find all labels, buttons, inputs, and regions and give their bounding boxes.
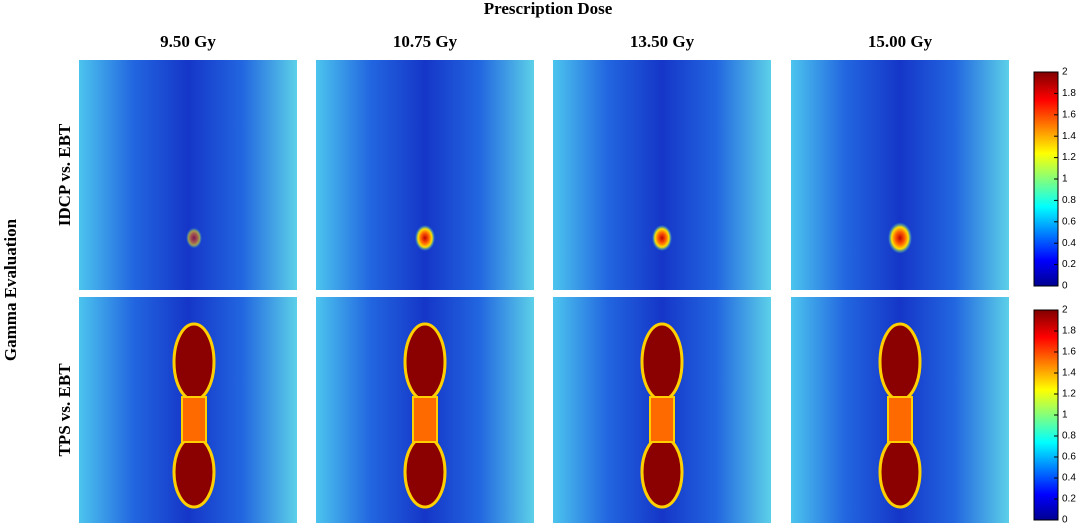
hotspot: [415, 225, 435, 251]
column-label: 13.50 Gy: [630, 32, 695, 51]
hotspot: [640, 322, 684, 402]
row-label: TPS vs. EBT: [55, 363, 74, 457]
hotspot-bridge: [649, 396, 675, 443]
colorbar-tick-label: 2: [1062, 305, 1068, 316]
hotspot: [888, 222, 912, 254]
colorbar-tick-label: 0.4: [1062, 238, 1076, 249]
hotspot: [172, 322, 216, 402]
colorbar-tick-label: 2: [1062, 67, 1068, 78]
gamma-map: [79, 60, 297, 290]
hotspot: [403, 322, 447, 402]
title: Prescription Dose: [484, 0, 613, 18]
column-label: 15.00 Gy: [868, 32, 933, 51]
colorbar-tick-label: 1.8: [1062, 326, 1076, 337]
hotspot: [878, 322, 922, 402]
hotspot: [640, 435, 684, 509]
gamma-map: [791, 60, 1009, 290]
gamma-map: [553, 60, 771, 290]
colorbar-tick-label: 1.8: [1062, 88, 1076, 99]
hotspot: [403, 435, 447, 509]
colorbar-tick-label: 0.2: [1062, 494, 1076, 505]
colorbar-tick-label: 1.6: [1062, 347, 1076, 358]
colorbar-tick-label: 0.8: [1062, 195, 1076, 206]
colorbar-tick-label: 0.2: [1062, 259, 1076, 270]
colorbar-tick-label: 0.8: [1062, 431, 1076, 442]
hotspot: [172, 435, 216, 509]
hotspot-bridge: [887, 396, 913, 443]
colorbar-tick-label: 1: [1062, 410, 1068, 421]
row-axis-label: Gamma Evaluation: [1, 218, 20, 361]
colorbar-tick-label: 0.6: [1062, 216, 1076, 227]
colorbar-tick-label: 1.4: [1062, 131, 1076, 142]
hotspot-bridge: [181, 396, 207, 443]
hotspot: [652, 225, 672, 251]
column-label: 9.50 Gy: [160, 32, 216, 51]
colorbar-tick-label: 0.6: [1062, 452, 1076, 463]
colorbar-tick-label: 1: [1062, 174, 1068, 185]
hotspot: [186, 227, 202, 249]
colorbar-tick-label: 1.2: [1062, 152, 1076, 163]
colorbar-tick-label: 0.4: [1062, 473, 1076, 484]
gamma-map: [316, 60, 534, 290]
colorbar-tick-label: 0: [1062, 281, 1068, 292]
colorbar-tick-label: 1.6: [1062, 109, 1076, 120]
colorbar-tick-label: 1.2: [1062, 389, 1076, 400]
column-label: 10.75 Gy: [393, 32, 458, 51]
colorbar-tick-label: 1.4: [1062, 368, 1076, 379]
row-label: IDCP vs. EBT: [55, 123, 74, 226]
hotspot: [878, 435, 922, 509]
hotspot-bridge: [412, 396, 438, 443]
colorbar-tick-label: 0: [1062, 515, 1068, 526]
